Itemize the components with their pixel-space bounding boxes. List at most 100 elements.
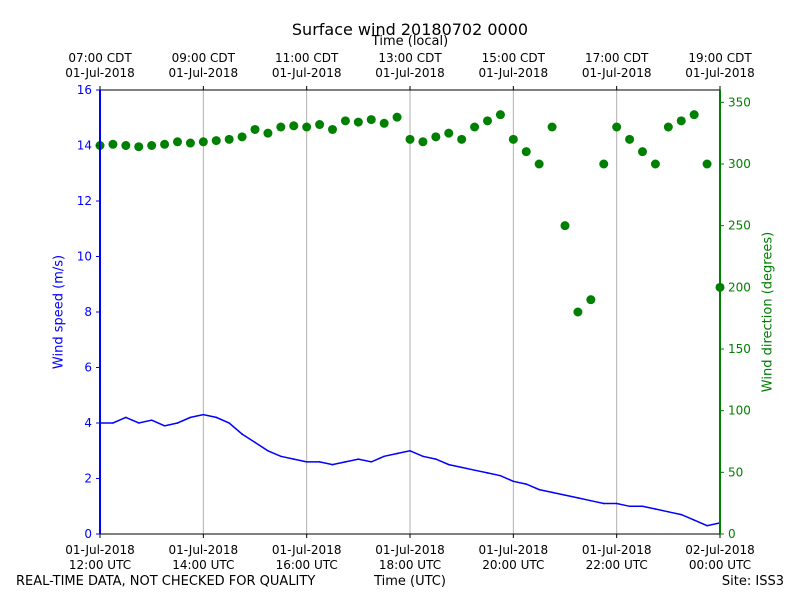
direction-point — [663, 122, 673, 132]
quality-disclaimer: REAL-TIME DATA, NOT CHECKED FOR QUALITY — [16, 574, 316, 589]
direction-point — [134, 142, 144, 152]
top-tick-label-date: 01-Jul-2018 — [375, 66, 445, 80]
direction-point — [302, 122, 312, 132]
direction-point — [650, 159, 660, 169]
speed-point — [641, 505, 644, 508]
speed-point — [125, 416, 127, 419]
speed-point — [357, 458, 360, 460]
direction-point — [573, 307, 583, 317]
direction-point — [495, 110, 505, 120]
top-tick-label-date: 01-Jul-2018 — [685, 66, 755, 80]
speed-point — [137, 422, 140, 424]
speed-point — [435, 458, 437, 460]
top-tick-label-date: 01-Jul-2018 — [582, 66, 652, 80]
y-tick-label: 10 — [77, 250, 92, 264]
top-axis-label: Time (local) — [371, 34, 449, 49]
direction-point — [340, 116, 350, 126]
y-tick-label: 4 — [84, 416, 92, 430]
speed-point — [564, 494, 566, 496]
y-tick-label: 14 — [77, 139, 92, 153]
site-label: Site: ISS3 — [721, 574, 784, 589]
direction-point — [612, 122, 622, 132]
x-tick-label-date: 01-Jul-2018 — [479, 543, 549, 557]
speed-point — [163, 424, 166, 427]
direction-point — [121, 141, 131, 150]
direction-point — [211, 136, 221, 146]
top-tick-label-time: 13:00 CDT — [378, 51, 442, 65]
x-tick-label-time: 18:00 UTC — [379, 558, 441, 572]
speed-point — [409, 449, 411, 452]
direction-point — [534, 159, 544, 169]
direction-point — [586, 295, 596, 305]
top-tick-label-time: 11:00 CDT — [275, 51, 339, 65]
speed-point — [280, 455, 282, 458]
speed-point — [331, 463, 334, 466]
speed-point — [693, 519, 695, 521]
direction-point — [702, 159, 712, 169]
speed-point — [189, 416, 192, 419]
y2-tick-label: 100 — [728, 404, 751, 418]
speed-point — [590, 499, 592, 502]
x-tick-label-date: 01-Jul-2018 — [169, 543, 239, 557]
direction-point — [625, 134, 635, 144]
y2-tick-label: 150 — [728, 342, 751, 356]
speed-point — [628, 505, 631, 508]
top-tick-label-date: 01-Jul-2018 — [169, 66, 239, 80]
x-tick-label-date: 01-Jul-2018 — [582, 543, 652, 557]
direction-point — [173, 137, 182, 147]
direction-point — [224, 134, 234, 144]
top-tick-label-date: 01-Jul-2018 — [272, 66, 342, 80]
speed-point — [370, 461, 373, 463]
top-tick-label-time: 09:00 CDT — [172, 51, 236, 65]
direction-point — [250, 124, 260, 134]
y2-tick-label: 0 — [728, 527, 736, 541]
direction-point — [638, 147, 647, 157]
direction-point — [689, 110, 699, 120]
speed-point — [305, 461, 308, 463]
speed-point — [525, 483, 528, 485]
direction-point — [263, 128, 273, 138]
speed-point — [112, 422, 114, 424]
x-tick-label-date: 01-Jul-2018 — [65, 543, 135, 557]
speed-point — [292, 458, 295, 460]
direction-point — [379, 118, 389, 128]
x-tick-label-time: 14:00 UTC — [172, 558, 234, 572]
speed-point — [499, 474, 502, 477]
y2-tick-label: 200 — [728, 280, 751, 294]
top-tick-label-time: 19:00 CDT — [688, 51, 752, 65]
direction-point — [237, 132, 247, 142]
speed-point — [318, 461, 321, 463]
y-tick-label: 6 — [84, 361, 92, 375]
y2-tick-label: 300 — [728, 157, 751, 171]
speed-point — [680, 513, 683, 516]
direction-point — [444, 128, 454, 138]
speed-point — [150, 419, 153, 422]
direction-point — [160, 139, 170, 149]
speed-point — [396, 452, 398, 455]
chart-title: Surface wind 20180702 0000 — [291, 20, 529, 39]
speed-point — [267, 449, 269, 452]
direction-point — [508, 134, 518, 144]
speed-point — [383, 455, 385, 458]
speed-series — [99, 413, 721, 527]
speed-point — [254, 441, 256, 444]
direction-point — [366, 115, 376, 125]
speed-point — [486, 472, 489, 474]
direction-point — [392, 112, 402, 122]
speed-point — [602, 502, 605, 505]
y2-tick-label: 50 — [728, 465, 743, 479]
speed-point — [228, 422, 230, 424]
x-tick-label-time: 00:00 UTC — [689, 558, 751, 572]
speed-point — [460, 466, 463, 469]
direction-point — [483, 116, 492, 126]
direction-point — [328, 124, 337, 134]
direction-point — [457, 134, 467, 144]
speed-point — [667, 511, 670, 513]
speed-point — [215, 416, 218, 419]
speed-point — [473, 469, 476, 471]
x-tick-label-time: 16:00 UTC — [276, 558, 338, 572]
direction-point — [599, 159, 609, 169]
speed-point — [615, 502, 618, 505]
speed-point — [706, 524, 708, 527]
